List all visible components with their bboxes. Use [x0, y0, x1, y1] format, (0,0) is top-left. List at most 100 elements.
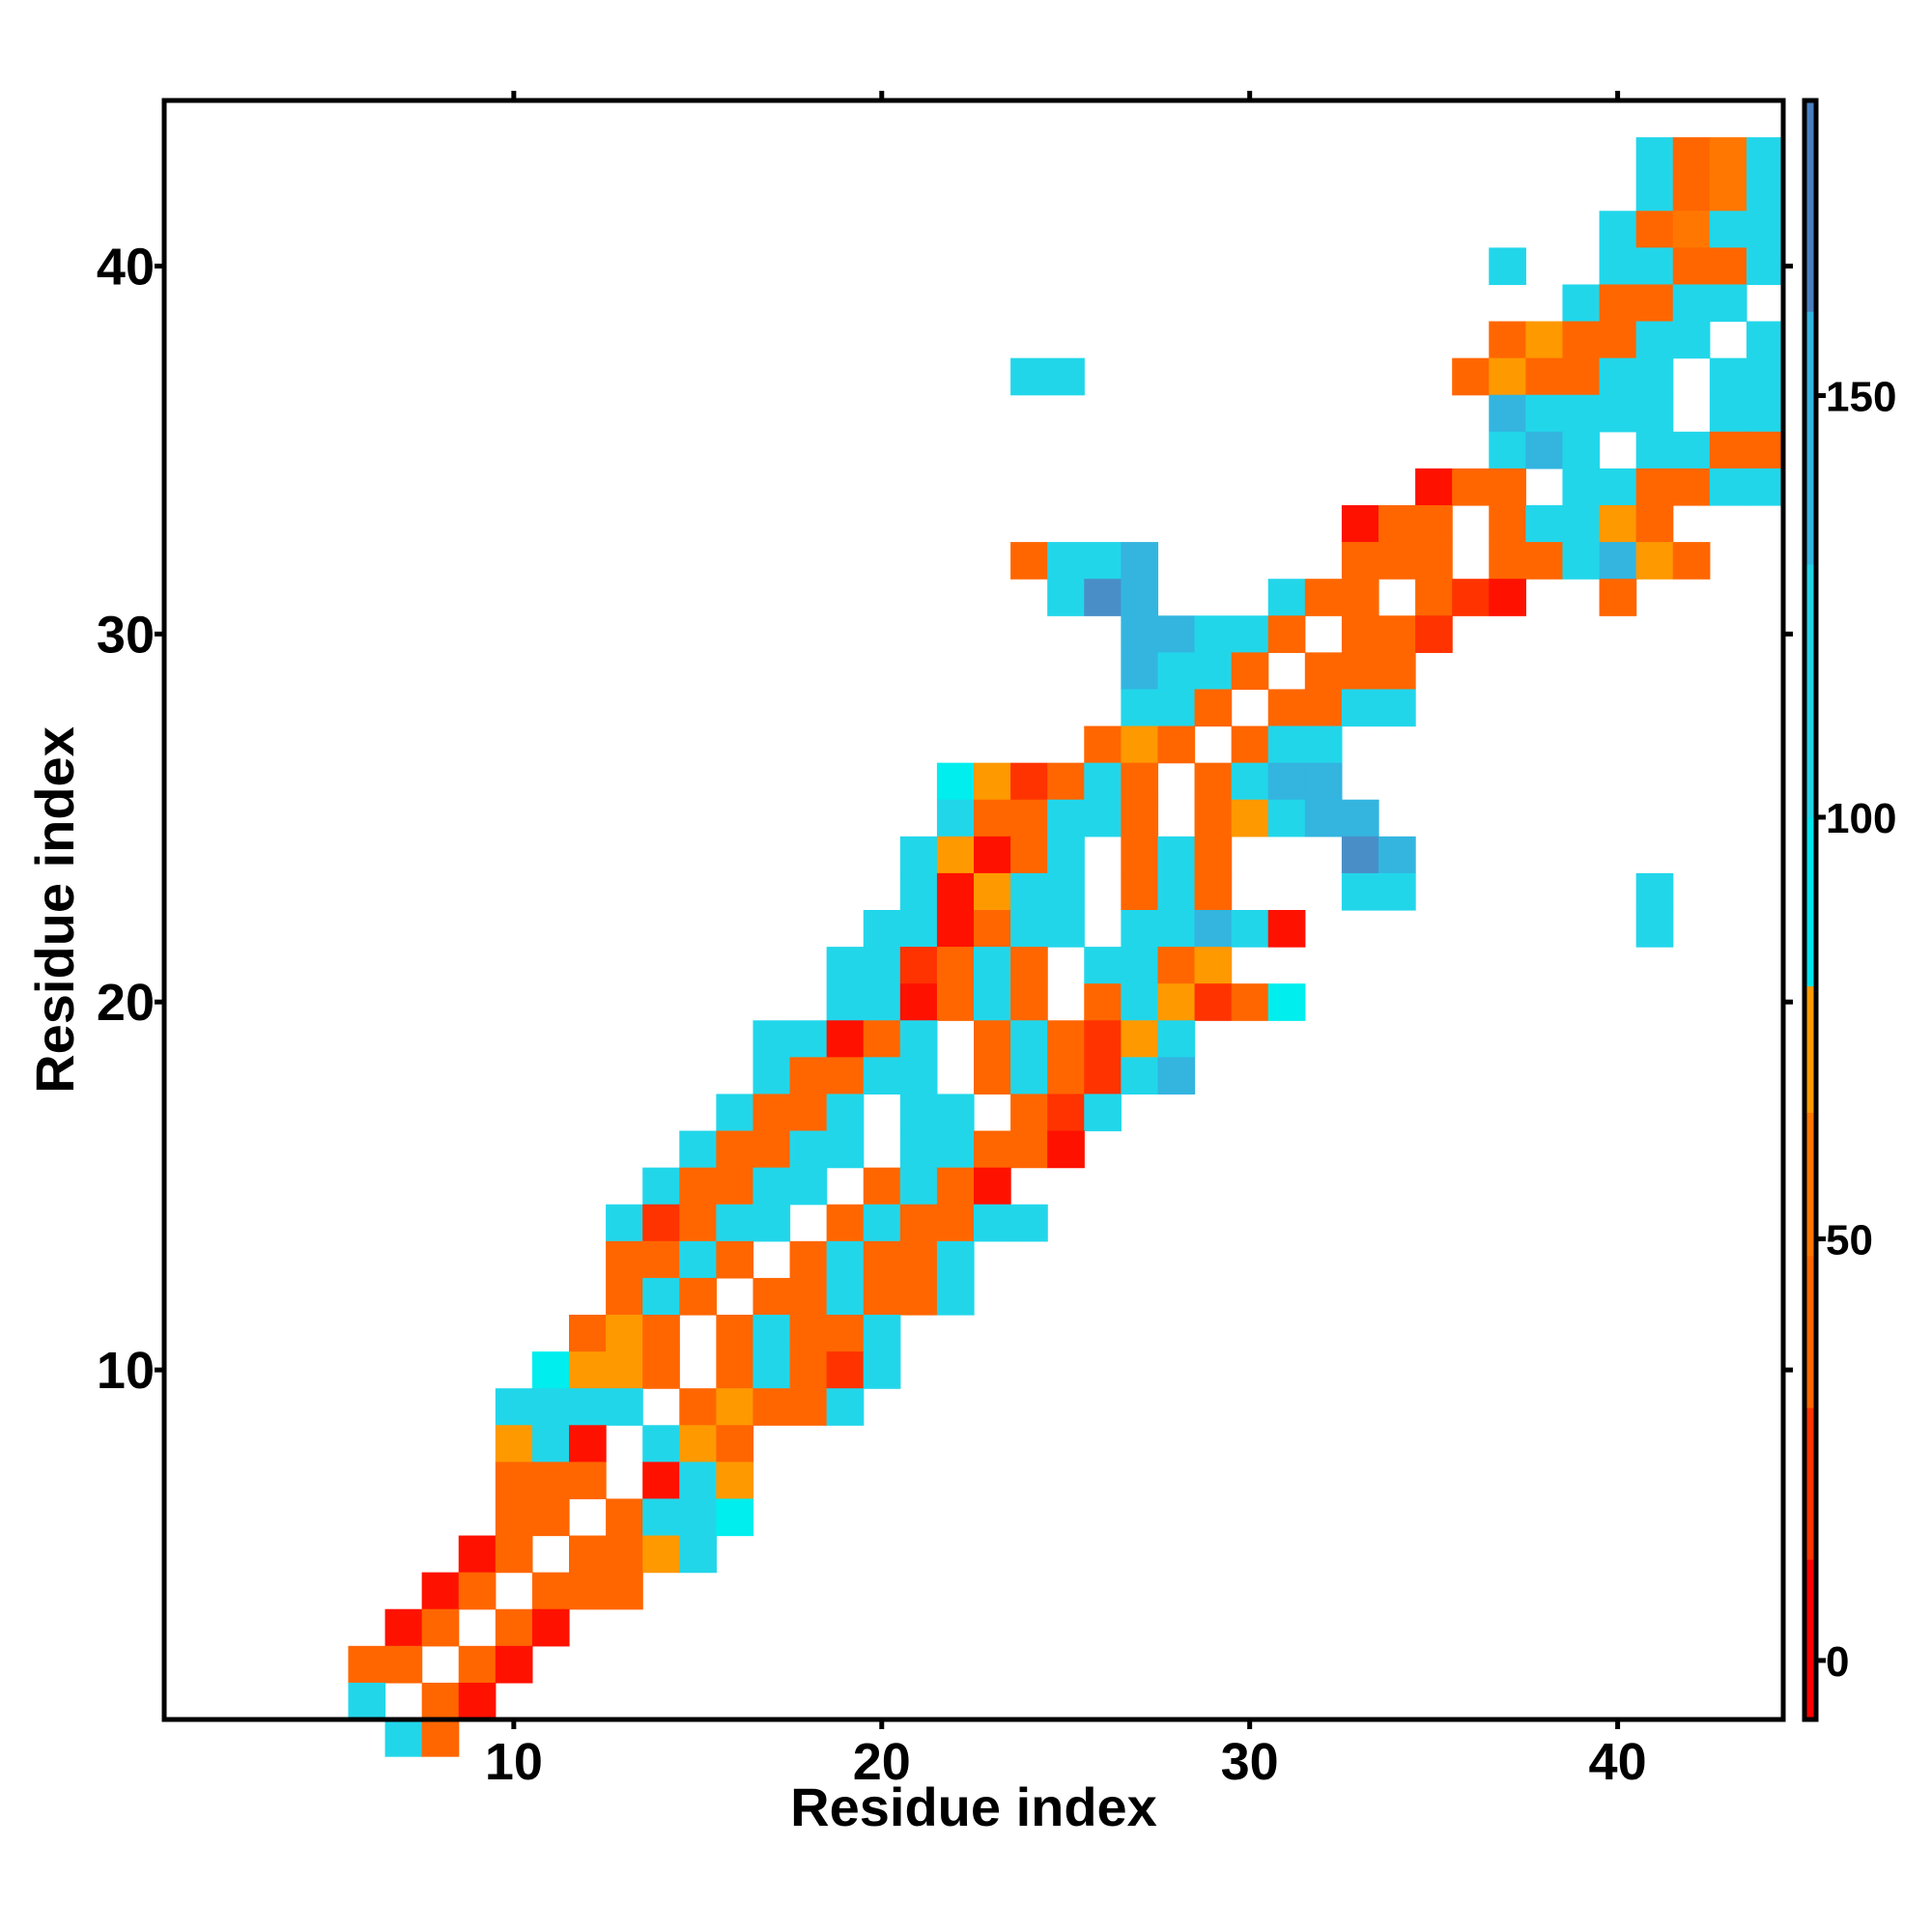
heatmap-cell: [716, 1094, 754, 1132]
heatmap-cell: [1157, 983, 1196, 1021]
heatmap-cell: [826, 1315, 865, 1352]
heatmap-cell: [936, 1130, 975, 1169]
heatmap-cell: [1562, 321, 1601, 359]
heatmap-cell: [1635, 542, 1674, 580]
heatmap-cell: [1157, 615, 1196, 653]
heatmap-cell: [1157, 1057, 1196, 1095]
heatmap-cell: [1267, 983, 1306, 1021]
heatmap-cell: [863, 947, 901, 984]
colorbar-band: [1804, 311, 1816, 565]
heatmap-cell: [1010, 799, 1048, 838]
heatmap-cell: [1489, 468, 1526, 506]
heatmap-cell: [936, 1094, 975, 1132]
heatmap-cell: [642, 1167, 680, 1206]
heatmap-cell: [1489, 542, 1526, 580]
heatmap-cell: [1231, 983, 1269, 1021]
heatmap-cell: [936, 1167, 975, 1206]
heatmap-cell: [899, 910, 938, 948]
heatmap-cell: [1746, 321, 1784, 359]
heatmap-cell: [1194, 689, 1233, 727]
heatmap-cell: [348, 1682, 386, 1720]
heatmap-cell: [1267, 762, 1306, 801]
heatmap-cell: [1010, 357, 1048, 396]
heatmap-cell: [1010, 983, 1048, 1021]
heatmap-cell: [642, 1204, 680, 1242]
heatmap-cell: [1672, 137, 1711, 175]
heatmap-cell: [936, 762, 975, 801]
heatmap-cell: [974, 1057, 1011, 1095]
heatmap-cell: [1157, 725, 1196, 764]
heatmap-cell: [1746, 137, 1784, 175]
y-tick-label: 30: [97, 606, 155, 664]
heatmap-cell: [1562, 542, 1601, 580]
heatmap-cell: [936, 872, 975, 911]
heatmap-cell: [679, 1277, 717, 1316]
heatmap-cell: [1157, 910, 1196, 948]
x-axis-title: Residue index: [790, 1776, 1157, 1837]
heatmap-cell: [1341, 615, 1379, 653]
heatmap-cell: [936, 1277, 975, 1316]
heatmap-cell: [1599, 542, 1637, 580]
colorbar: 0 50 100 150: [1802, 98, 1896, 1722]
heatmap-cell: [1047, 1094, 1085, 1132]
heatmap-cell: [1672, 174, 1711, 212]
heatmap-cell: [1121, 947, 1159, 984]
heatmap-cell: [384, 1645, 423, 1684]
colorbar-band: [1804, 100, 1816, 312]
x-tick-label: 40: [1589, 1733, 1647, 1791]
heatmap-cell: [826, 1240, 865, 1279]
heatmap-cell: [642, 1351, 680, 1389]
heatmap-cell: [1599, 284, 1637, 323]
heatmap-cell: [1635, 505, 1674, 543]
heatmap-cell: [1378, 872, 1416, 911]
heatmap-cell: [679, 1498, 717, 1537]
heatmap-cell: [569, 1535, 607, 1574]
heatmap-cell: [1635, 394, 1674, 433]
heatmap-cell: [1010, 1094, 1048, 1132]
heatmap-cell: [899, 1094, 938, 1132]
heatmap-cell: [753, 1388, 791, 1426]
heatmap-cell: [531, 1572, 570, 1610]
heatmap-cell: [1709, 431, 1747, 469]
heatmap-cell: [1599, 357, 1637, 396]
heatmap-cell: [1304, 725, 1343, 764]
heatmap-cell: [1194, 615, 1233, 653]
heatmap-cell: [899, 983, 938, 1021]
heatmap-cell: [1194, 652, 1233, 691]
heatmap-cell: [974, 947, 1011, 984]
heatmap-cell: [826, 1277, 865, 1316]
heatmap-cell: [1562, 468, 1601, 506]
heatmap-cell: [1341, 836, 1379, 874]
heatmap-cell: [974, 983, 1011, 1021]
heatmap-cell: [495, 1388, 533, 1426]
heatmap-cell: [679, 1388, 717, 1426]
heatmap-cell: [569, 1572, 607, 1610]
heatmap-cell: [1047, 836, 1085, 874]
heatmap-cell: [1709, 137, 1747, 175]
heatmap-cell: [1304, 579, 1343, 616]
heatmap-cell: [679, 1425, 717, 1463]
heatmap-cell: [1121, 910, 1159, 948]
heatmap-cell: [1415, 615, 1453, 653]
heatmap-cell: [1194, 910, 1233, 948]
heatmap-cell: [1746, 174, 1784, 212]
heatmap-cell: [1194, 872, 1233, 911]
heatmap-cell: [1121, 725, 1159, 764]
heatmap-cell: [1635, 211, 1674, 248]
heatmap-cell: [753, 1057, 791, 1095]
heatmap-cell: [899, 1277, 938, 1316]
heatmap-cell: [1121, 1020, 1159, 1058]
heatmap-cell: [1047, 910, 1085, 948]
heatmap-cell: [1378, 542, 1416, 580]
heatmap-cell: [1525, 542, 1564, 580]
heatmap-cell: [1194, 836, 1233, 874]
heatmap-cell: [826, 1204, 865, 1242]
heatmap-cell: [1157, 872, 1196, 911]
heatmap-cell: [826, 1094, 865, 1132]
heatmap-cell: [936, 799, 975, 838]
heatmap-cell: [1084, 762, 1122, 801]
heatmap-cell: [531, 1462, 570, 1500]
heatmap-cell: [826, 1351, 865, 1389]
colorbar-band: [1804, 1407, 1816, 1560]
heatmap-cell: [974, 799, 1011, 838]
